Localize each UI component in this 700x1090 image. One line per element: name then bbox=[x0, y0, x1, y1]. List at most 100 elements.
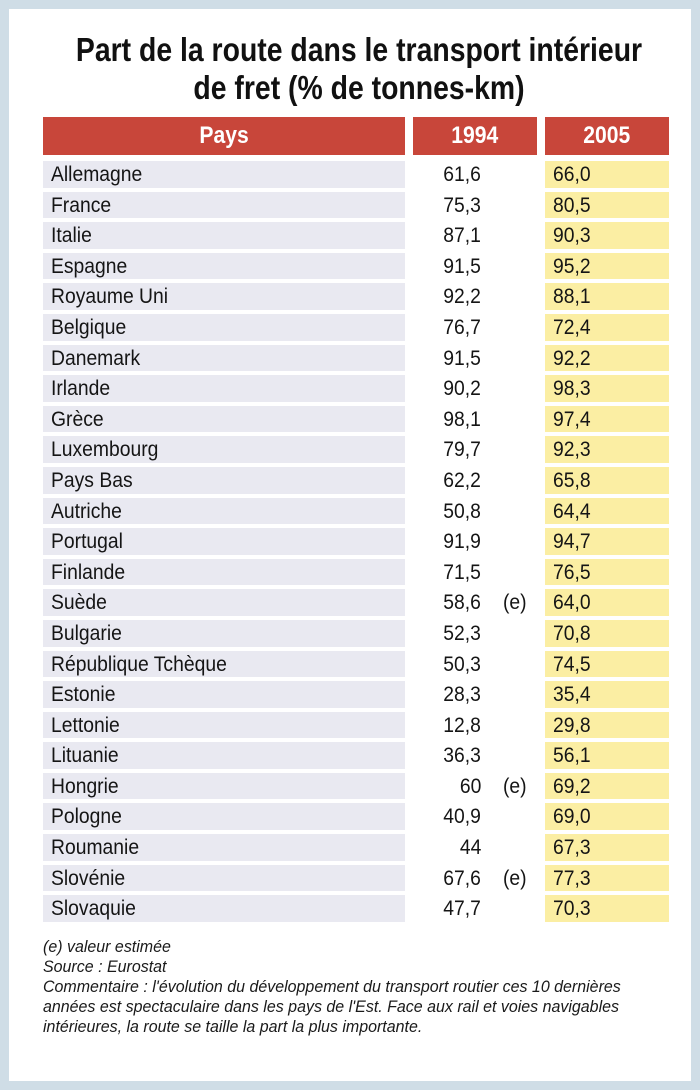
country-cell: Finlande bbox=[43, 558, 405, 586]
table-row: Pologne 40,9 69,0 bbox=[43, 801, 669, 832]
country-cell: Lettonie bbox=[43, 711, 405, 739]
table-row: Belgique 76,7 72,4 bbox=[43, 312, 669, 343]
value-2005-cell: 77,3 bbox=[545, 864, 669, 892]
country-cell: Autriche bbox=[43, 497, 405, 525]
value-2005-cell: 69,2 bbox=[545, 772, 669, 800]
value-1994-cell: 60 (e) bbox=[413, 772, 537, 800]
value-2005-cell: 92,3 bbox=[545, 436, 669, 463]
value-1994-cell: 98,1 bbox=[413, 405, 537, 433]
table-row: Finlande 71,5 76,5 bbox=[43, 557, 669, 588]
country-cell: Royaume Uni bbox=[43, 283, 405, 310]
country-cell: Hongrie bbox=[43, 772, 405, 800]
value-1994-cell: 50,3 bbox=[413, 650, 537, 678]
country-cell: Portugal bbox=[43, 528, 405, 555]
table-row: Autriche 50,8 64,4 bbox=[43, 496, 669, 527]
value-1994-cell: 61,6 bbox=[413, 161, 537, 188]
table-row: Royaume Uni 92,2 88,1 bbox=[43, 281, 669, 312]
value-2005-cell: 64,4 bbox=[545, 497, 669, 525]
country-cell: Pologne bbox=[43, 803, 405, 831]
header-2005: 2005 bbox=[545, 117, 669, 155]
value-1994-cell: 87,1 bbox=[413, 222, 537, 249]
value-2005-cell: 64,0 bbox=[545, 589, 669, 616]
value-1994-cell: 76,7 bbox=[413, 313, 537, 341]
value-2005-cell: 94,7 bbox=[545, 528, 669, 555]
value-1994-cell: 47,7 bbox=[413, 895, 537, 922]
value-2005-cell: 92,2 bbox=[545, 344, 669, 372]
table-row: Espagne 91,5 95,2 bbox=[43, 251, 669, 282]
country-cell: Irlande bbox=[43, 375, 405, 402]
country-cell: Slovénie bbox=[43, 864, 405, 892]
table-row: Estonie 28,3 35,4 bbox=[43, 679, 669, 710]
table-row: Allemagne 61,6 66,0 bbox=[43, 159, 669, 190]
source-note: Source : Eurostat bbox=[43, 957, 167, 976]
table-row: Luxembourg 79,7 92,3 bbox=[43, 434, 669, 465]
value-1994-cell: 91,5 bbox=[413, 252, 537, 280]
freight-table: Pays 1994 2005 Allemagne 61,6 66,0 France 75… bbox=[43, 117, 669, 924]
value-1994-cell: 91,5 bbox=[413, 344, 537, 372]
country-cell: Pays Bas bbox=[43, 466, 405, 494]
title-line-2: de fret (% de tonnes-km) bbox=[193, 69, 525, 106]
title-line-1: Part de la route dans le transport intér… bbox=[75, 31, 643, 68]
table-row: Roumanie 44 67,3 bbox=[43, 832, 669, 863]
value-1994-cell: 91,9 bbox=[413, 528, 537, 555]
value-2005-cell: 66,0 bbox=[545, 161, 669, 188]
value-1994-cell: 92,2 bbox=[413, 283, 537, 310]
table-header-row: Pays 1994 2005 bbox=[43, 117, 669, 155]
table-row: Suède 58,6 (e) 64,0 bbox=[43, 587, 669, 618]
value-1994-cell: 28,3 bbox=[413, 681, 537, 708]
estimate-marker: (e) bbox=[503, 866, 527, 890]
table-row: Slovénie 67,6 (e) 77,3 bbox=[43, 863, 669, 894]
value-2005-cell: 70,8 bbox=[545, 619, 669, 647]
table-row: Bulgarie 52,3 70,8 bbox=[43, 618, 669, 649]
header-country: Pays bbox=[43, 117, 405, 155]
value-1994-cell: 71,5 bbox=[413, 558, 537, 586]
country-cell: Grèce bbox=[43, 405, 405, 433]
table-body: Allemagne 61,6 66,0 France 75,3 80,5 Italie 87,… bbox=[43, 159, 669, 924]
header-1994: 1994 bbox=[413, 117, 537, 155]
value-2005-cell: 90,3 bbox=[545, 222, 669, 249]
value-2005-cell: 76,5 bbox=[545, 558, 669, 586]
value-1994-cell: 75,3 bbox=[413, 191, 537, 219]
value-1994-cell: 36,3 bbox=[413, 742, 537, 769]
table-row: France 75,3 80,5 bbox=[43, 190, 669, 221]
estimate-marker: (e) bbox=[503, 591, 527, 615]
table-row: Grèce 98,1 97,4 bbox=[43, 404, 669, 435]
table-row: Portugal 91,9 94,7 bbox=[43, 526, 669, 557]
value-2005-cell: 67,3 bbox=[545, 834, 669, 861]
country-cell: Estonie bbox=[43, 681, 405, 708]
value-1994-cell: 12,8 bbox=[413, 711, 537, 739]
value-2005-cell: 70,3 bbox=[545, 895, 669, 922]
country-cell: République Tchèque bbox=[43, 650, 405, 678]
notes: (e) valeur estimée Source : Eurostat Com… bbox=[43, 937, 669, 1037]
table-row: Lettonie 12,8 29,8 bbox=[43, 710, 669, 741]
value-2005-cell: 72,4 bbox=[545, 313, 669, 341]
value-1994-cell: 67,6 (e) bbox=[413, 864, 537, 892]
value-1994-cell: 79,7 bbox=[413, 436, 537, 463]
value-2005-cell: 56,1 bbox=[545, 742, 669, 769]
value-1994-cell: 40,9 bbox=[413, 803, 537, 831]
estimate-legend: (e) valeur estimée bbox=[43, 937, 171, 956]
value-1994-cell: 44 bbox=[413, 834, 537, 861]
table-row: Danemark 91,5 92,2 bbox=[43, 343, 669, 374]
value-1994-cell: 50,8 bbox=[413, 497, 537, 525]
value-2005-cell: 65,8 bbox=[545, 466, 669, 494]
country-cell: Danemark bbox=[43, 344, 405, 372]
value-2005-cell: 69,0 bbox=[545, 803, 669, 831]
value-1994-cell: 62,2 bbox=[413, 466, 537, 494]
value-2005-cell: 74,5 bbox=[545, 650, 669, 678]
table-row: Pays Bas 62,2 65,8 bbox=[43, 465, 669, 496]
country-cell: Bulgarie bbox=[43, 619, 405, 647]
country-cell: Allemagne bbox=[43, 161, 405, 188]
country-cell: Slovaquie bbox=[43, 895, 405, 922]
country-cell: Luxembourg bbox=[43, 436, 405, 463]
value-2005-cell: 88,1 bbox=[545, 283, 669, 310]
value-2005-cell: 29,8 bbox=[545, 711, 669, 739]
table-row: Lituanie 36,3 56,1 bbox=[43, 740, 669, 771]
table-row: République Tchèque 50,3 74,5 bbox=[43, 649, 669, 680]
value-1994-cell: 58,6 (e) bbox=[413, 589, 537, 616]
value-1994-cell: 90,2 bbox=[413, 375, 537, 402]
value-2005-cell: 95,2 bbox=[545, 252, 669, 280]
table-row: Irlande 90,2 98,3 bbox=[43, 373, 669, 404]
country-cell: Espagne bbox=[43, 252, 405, 280]
